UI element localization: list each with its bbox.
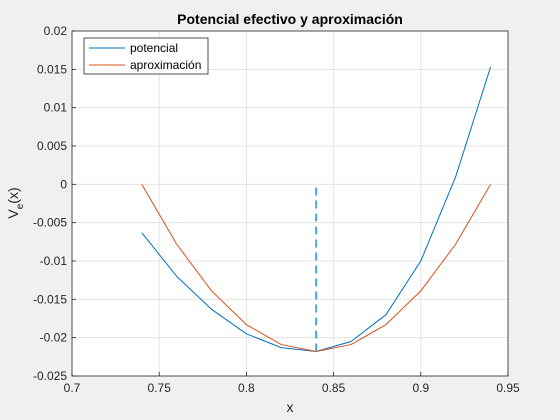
legend-box [83,37,209,75]
y-tick-label: -0.01 [40,254,68,268]
y-tick-label: -0.015 [33,292,67,306]
series-layer [141,66,492,352]
legend-label-potencial: potencial [130,41,178,55]
x-tick-label: 0.7 [64,381,81,395]
axes-box [71,30,509,377]
legend-label-aproximacion: aproximación [130,58,201,72]
y-axis-label: Ve(x) [5,187,26,218]
chart-title: Potencial efectivo y aproximación [177,11,403,27]
x-axis-label: x [287,399,294,415]
x-tick-label: 0.95 [496,381,520,395]
x-tick-label: 0.75 [148,381,172,395]
x-tick-label: 0.9 [412,381,429,395]
y-tick-label: 0.01 [44,101,68,115]
y-axis-label-subscript: e [15,203,26,209]
y-tick-label: 0.02 [44,24,68,38]
y-axis-label-tail: (x) [5,187,21,203]
y-axis-label-main: V [5,209,21,219]
ticks: 0.7 0.75 0.8 0.85 0.9 0.95 -0.025 -0.02 -0.015 -0… [33,24,520,395]
y-tick-label: -0.02 [40,331,68,345]
y-tick-label: -0.025 [33,369,67,383]
y-tick-label: 0.005 [37,139,67,153]
x-tick-label: 0.85 [322,381,346,395]
x-tick-label: 0.8 [238,381,255,395]
y-tick-label: 0 [60,177,67,191]
grid [71,30,509,377]
legend: potencial aproximación [83,37,209,75]
y-tick-label: -0.005 [33,216,67,230]
series-line-aproximacion [141,184,491,352]
plot-area [72,31,508,376]
y-tick-label: 0.015 [37,62,67,76]
